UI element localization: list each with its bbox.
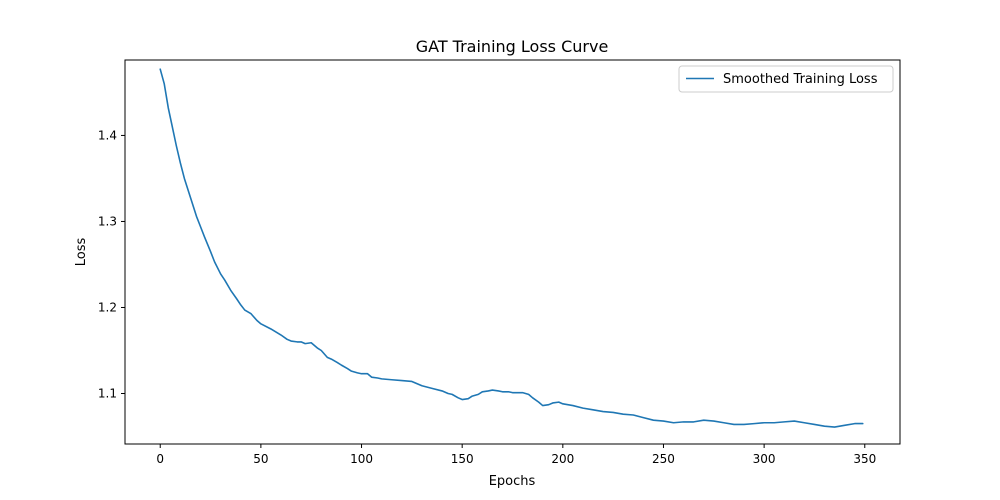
plot-area-frame [124, 59, 901, 445]
x-tick-label: 350 [853, 452, 876, 466]
series-line-smoothed-training-loss [159, 68, 864, 428]
x-tick-label: 50 [253, 452, 268, 466]
legend-label-smoothed-training-loss: Smoothed Training Loss [723, 72, 878, 87]
y-tick-label: 1.3 [98, 214, 117, 228]
y-tick-label: 1.1 [98, 387, 117, 401]
x-tick-label: 200 [551, 452, 574, 466]
y-axis-label: Loss [74, 238, 89, 267]
y-axis-ticks: 1.1 1.2 1.3 1.4 [98, 128, 125, 401]
x-tick-label: 100 [350, 452, 373, 466]
x-tick-label: 250 [652, 452, 675, 466]
y-tick-label: 1.2 [98, 300, 117, 314]
x-axis-label: Epochs [489, 474, 536, 489]
legend: Smoothed Training Loss [678, 65, 894, 93]
x-tick-label: 0 [156, 452, 164, 466]
x-axis-ticks: 0 50 100 150 200 250 300 350 [156, 444, 876, 466]
y-tick-label: 1.4 [98, 128, 117, 142]
legend-box [678, 65, 894, 93]
x-tick-label: 150 [451, 452, 474, 466]
x-tick-label: 300 [753, 452, 776, 466]
chart-title: GAT Training Loss Curve [416, 37, 609, 56]
